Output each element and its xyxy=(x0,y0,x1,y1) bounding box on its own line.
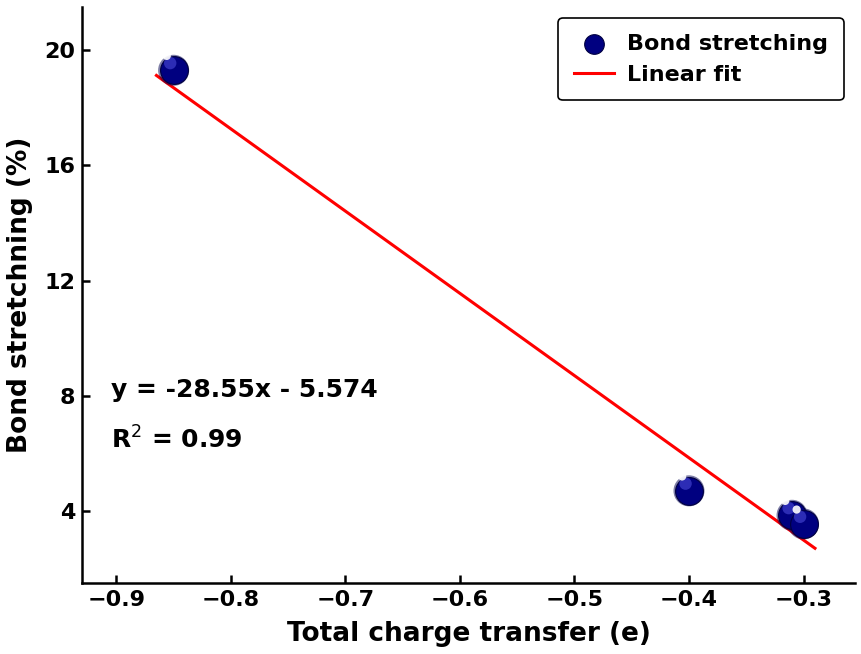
Y-axis label: Bond stretchning (%): Bond stretchning (%) xyxy=(7,137,33,453)
Text: R$^{2}$ = 0.99: R$^{2}$ = 0.99 xyxy=(110,426,242,453)
Point xyxy=(784,510,798,521)
Point xyxy=(784,510,798,521)
Point xyxy=(681,486,695,496)
Point xyxy=(792,511,806,522)
X-axis label: Total charge transfer (e): Total charge transfer (e) xyxy=(286,621,650,647)
Text: y = -28.55x - 5.574: y = -28.55x - 5.574 xyxy=(110,377,377,402)
Point xyxy=(163,58,177,68)
Point xyxy=(796,519,809,529)
Point xyxy=(781,503,795,513)
Point xyxy=(789,504,802,515)
Point xyxy=(166,65,180,76)
Legend: Bond stretching, Linear fit: Bond stretching, Linear fit xyxy=(558,18,843,100)
Point xyxy=(678,478,691,489)
Point xyxy=(159,50,173,61)
Point xyxy=(796,519,809,529)
Point xyxy=(777,496,791,506)
Point xyxy=(166,65,180,76)
Point xyxy=(674,471,688,481)
Point xyxy=(681,486,695,496)
